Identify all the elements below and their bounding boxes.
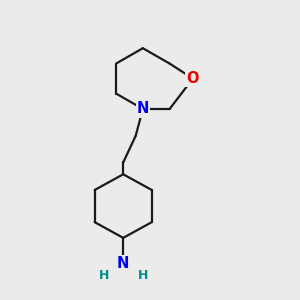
Text: N: N: [117, 256, 129, 271]
Text: H: H: [98, 269, 109, 282]
Text: N: N: [137, 101, 149, 116]
Text: H: H: [138, 269, 148, 282]
Text: O: O: [187, 71, 199, 86]
